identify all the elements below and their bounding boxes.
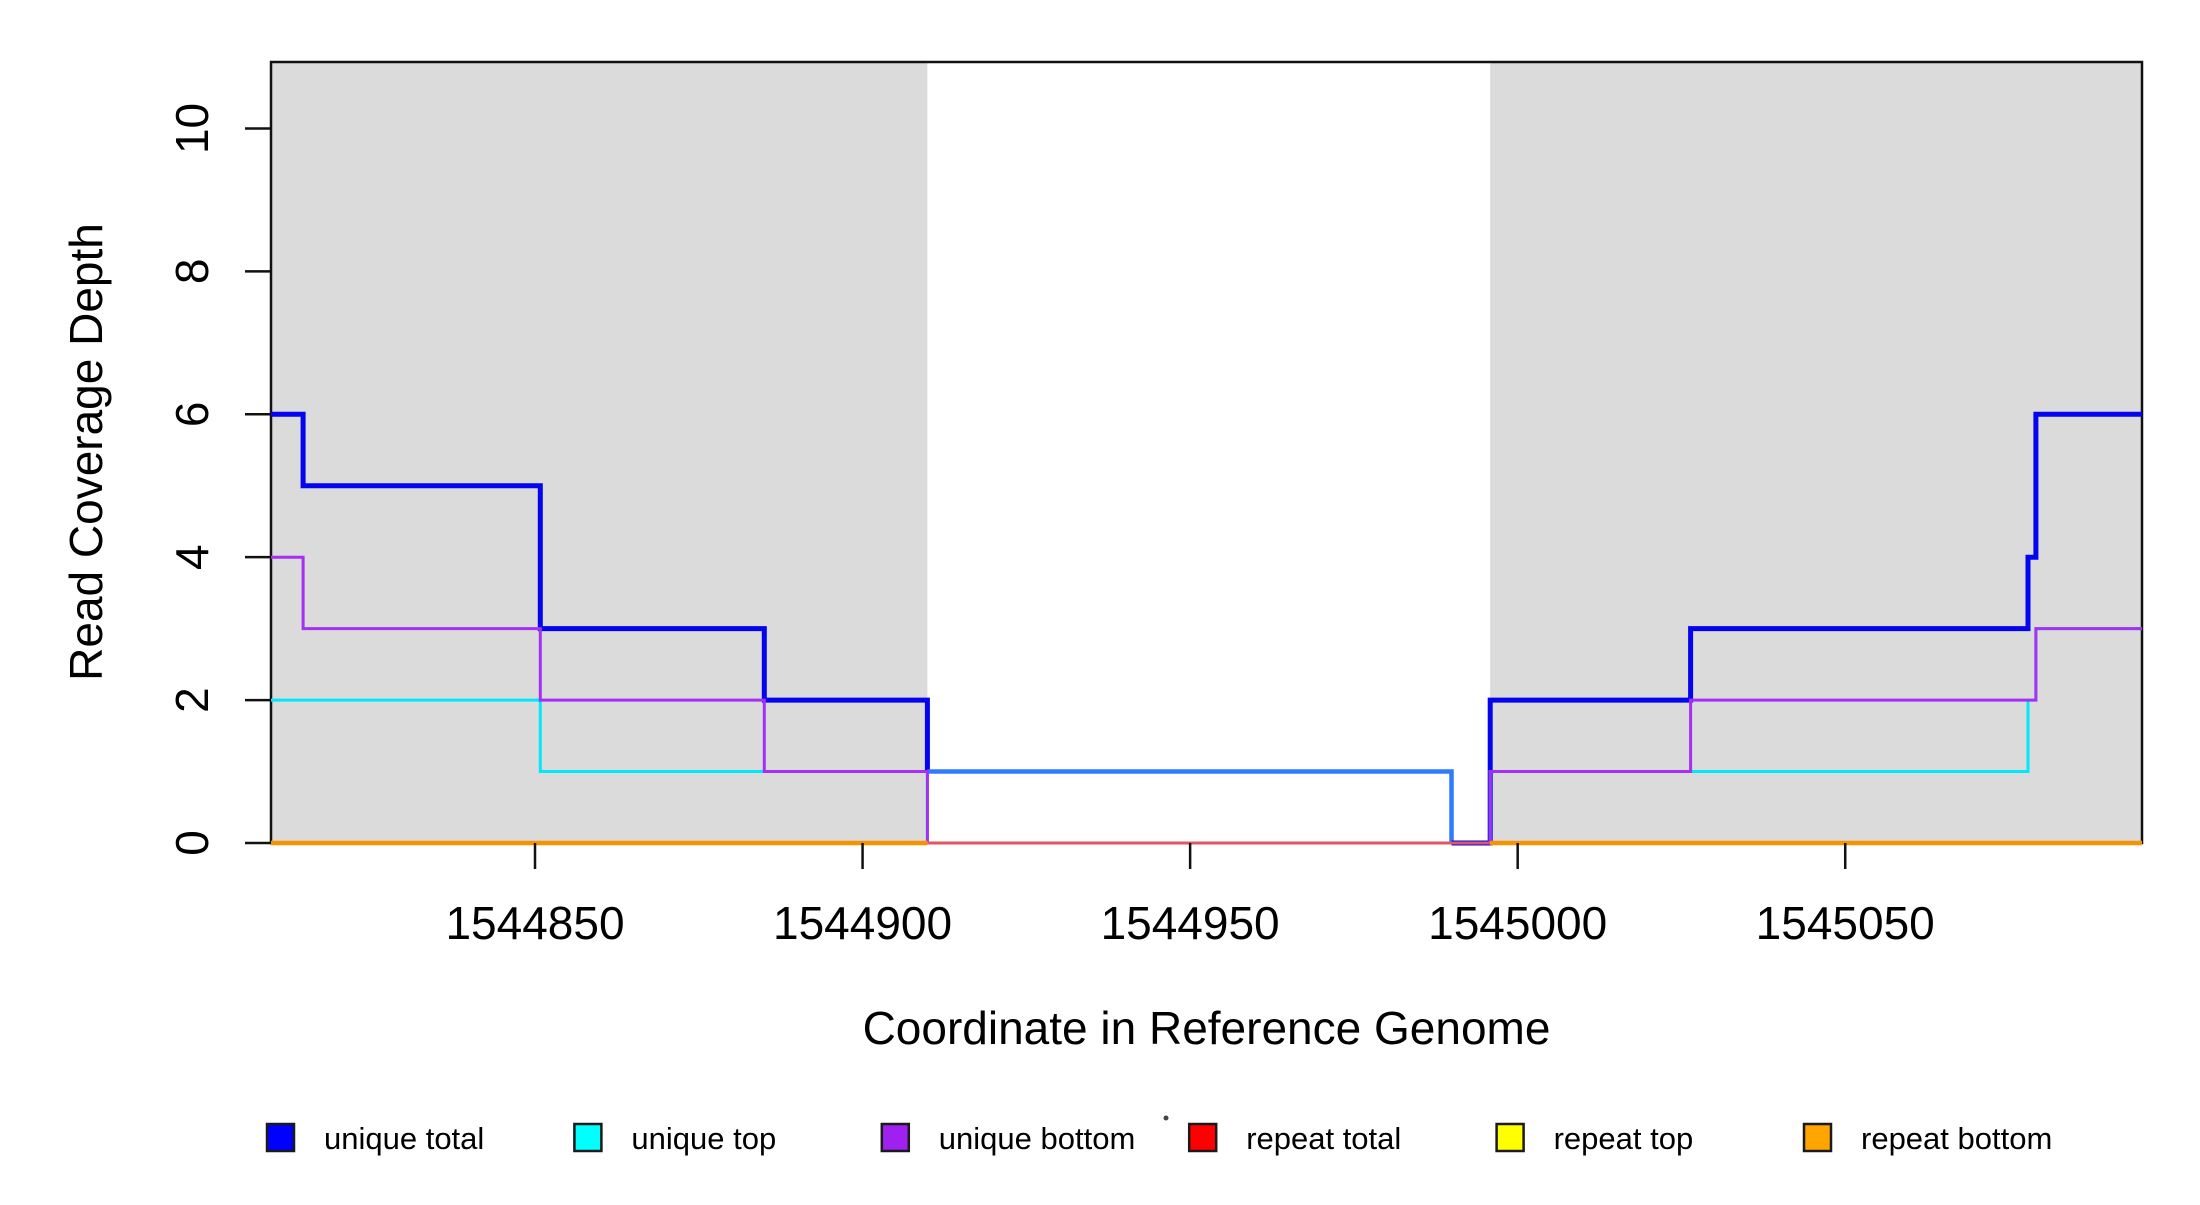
y-tick-label: 6 xyxy=(166,401,218,427)
shaded-region xyxy=(271,62,928,843)
legend-swatch xyxy=(1802,1122,1833,1153)
legend-label: unique bottom xyxy=(939,1121,1135,1156)
legend-swatch xyxy=(573,1122,603,1153)
y-axis: 0 2 4 6 8 10 Read Coverage Depth xyxy=(60,103,271,856)
y-tick-label: 10 xyxy=(166,103,218,154)
series-line xyxy=(927,769,1454,843)
legend-label: repeat total xyxy=(1246,1121,1401,1156)
series-line xyxy=(271,555,2142,845)
legend: unique total unique top unique bottom repea… xyxy=(265,1121,2052,1156)
x-tick-label: 1545000 xyxy=(1428,897,1607,949)
y-tick-label: 8 xyxy=(166,259,218,285)
repeat-region-shading xyxy=(271,62,2142,843)
legend-item-unique-total: unique total xyxy=(265,1121,484,1156)
legend-swatch xyxy=(1495,1122,1525,1153)
x-axis: 1544850 1544900 1544950 1545000 1545050 Coord… xyxy=(445,843,1935,1054)
x-tick-label: 1544900 xyxy=(773,897,952,949)
y-tick-label: 0 xyxy=(166,830,218,856)
legend-label: unique top xyxy=(631,1121,776,1156)
x-axis-title: Coordinate in Reference Genome xyxy=(863,1002,1551,1054)
legend-swatch xyxy=(1187,1122,1218,1153)
x-tick-label: 1545050 xyxy=(1756,897,1935,949)
legend-item-repeat-total: repeat total xyxy=(1187,1121,1401,1156)
x-tick-label: 1544850 xyxy=(445,897,624,949)
y-tick-label: 2 xyxy=(166,687,218,713)
legend-item-repeat-top: repeat top xyxy=(1495,1121,1694,1156)
y-tick-label: 4 xyxy=(166,544,218,570)
legend-swatch xyxy=(265,1122,296,1153)
shaded-region xyxy=(1490,62,2142,843)
legend-item-repeat-bottom: repeat bottom xyxy=(1802,1121,2052,1156)
legend-label: repeat top xyxy=(1554,1121,1694,1156)
legend-swatch xyxy=(880,1122,911,1153)
y-axis-title: Read Coverage Depth xyxy=(60,223,112,681)
legend-item-unique-bottom: unique bottom xyxy=(880,1121,1135,1156)
series-unique-bottom xyxy=(271,555,2142,845)
x-tick-label: 1544950 xyxy=(1101,897,1280,949)
stray-dot xyxy=(1163,1115,1169,1121)
legend-label: unique total xyxy=(324,1121,484,1156)
legend-label: repeat bottom xyxy=(1861,1121,2052,1156)
legend-item-unique-top: unique top xyxy=(573,1121,776,1156)
